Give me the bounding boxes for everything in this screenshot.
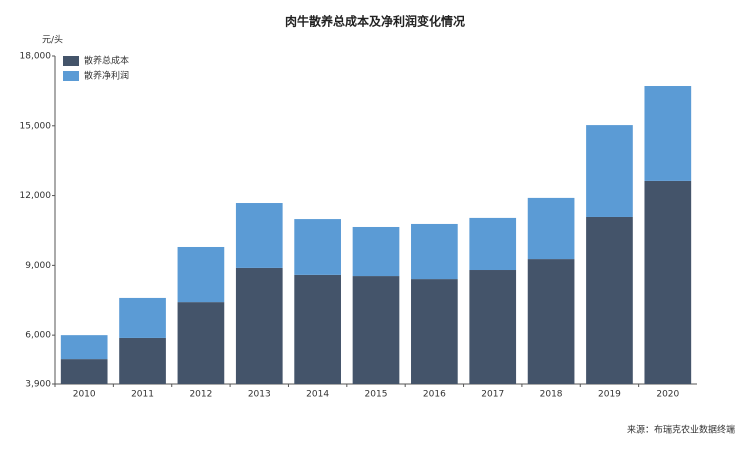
legend-label: 散养净利润 xyxy=(84,70,129,82)
bar-segment xyxy=(527,197,575,260)
bar-segment xyxy=(119,297,166,338)
y-tick-label: 9,000 xyxy=(25,261,51,271)
bar-segment xyxy=(586,216,633,384)
y-tick-label: 12,000 xyxy=(20,191,52,201)
bar-segment xyxy=(235,203,283,268)
bar-segment xyxy=(469,270,517,384)
y-axis-label: 元/头 xyxy=(42,35,63,46)
legend-swatch xyxy=(63,56,79,66)
bar-segment xyxy=(644,180,692,384)
bar-segment xyxy=(177,246,225,303)
legend-label: 散养总成本 xyxy=(84,55,129,67)
y-tick-label: 3,900 xyxy=(25,380,51,390)
bar-segment xyxy=(352,276,400,384)
legend-swatch xyxy=(63,71,79,81)
bar-segment xyxy=(352,226,400,277)
x-tick-label: 2020 xyxy=(656,390,679,400)
bar-segment xyxy=(60,359,108,384)
bar-segment xyxy=(60,335,108,360)
x-tick-label: 2019 xyxy=(598,390,621,400)
x-tick-label: 2014 xyxy=(306,390,329,400)
y-tick-label: 15,000 xyxy=(20,121,52,131)
bar-segment xyxy=(527,259,575,384)
x-tick-label: 2012 xyxy=(189,390,212,400)
x-tick-label: 2011 xyxy=(131,390,154,400)
bar-segment xyxy=(177,302,225,384)
y-tick-label: 18,000 xyxy=(20,52,52,62)
x-tick-label: 2018 xyxy=(540,390,563,400)
bar-segment xyxy=(235,267,283,384)
source-note: 来源：布瑞克农业数据终端 xyxy=(627,424,735,436)
chart-title: 肉牛散养总成本及净利润变化情况 xyxy=(285,14,465,29)
bar-segment xyxy=(411,279,458,384)
bar-segment xyxy=(294,219,341,275)
x-tick-label: 2010 xyxy=(73,390,96,400)
bar-segment xyxy=(586,125,633,217)
x-tick-label: 2016 xyxy=(423,390,446,400)
bar-segment xyxy=(644,86,692,181)
bar-segment xyxy=(411,223,458,280)
bar-segment xyxy=(294,274,341,384)
bar-segment xyxy=(119,337,166,384)
x-tick-label: 2013 xyxy=(248,390,271,400)
x-tick-label: 2017 xyxy=(481,390,504,400)
x-tick-label: 2015 xyxy=(365,390,388,400)
bar-segment xyxy=(469,217,517,271)
y-tick-label: 6,000 xyxy=(25,331,51,341)
